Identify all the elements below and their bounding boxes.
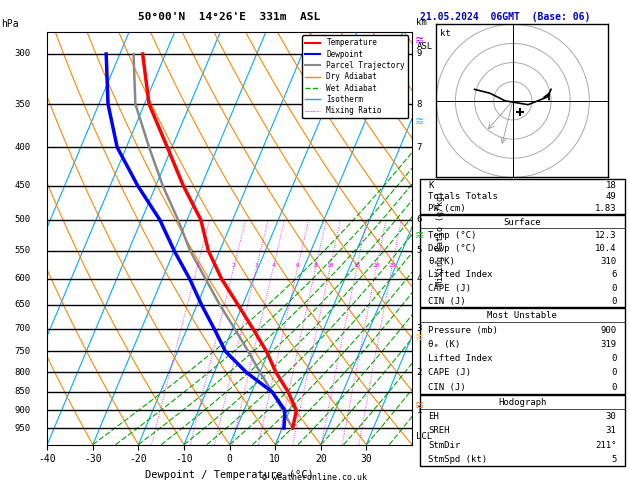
- Text: 600: 600: [14, 275, 31, 283]
- Text: 7: 7: [416, 143, 422, 152]
- Text: 10.4: 10.4: [595, 244, 616, 253]
- Text: 400: 400: [14, 143, 31, 152]
- Text: 0: 0: [611, 368, 616, 378]
- Text: Totals Totals: Totals Totals: [428, 192, 498, 201]
- Text: 2: 2: [232, 263, 235, 268]
- Text: 850: 850: [14, 387, 31, 397]
- Text: ≋: ≋: [415, 117, 425, 126]
- Text: 750: 750: [14, 347, 31, 356]
- Text: 350: 350: [14, 100, 31, 108]
- Text: 0: 0: [611, 283, 616, 293]
- Text: 1.83: 1.83: [595, 204, 616, 213]
- Text: CAPE (J): CAPE (J): [428, 368, 471, 378]
- Text: 700: 700: [14, 325, 31, 333]
- Text: ≋: ≋: [415, 401, 425, 411]
- Text: 6: 6: [296, 263, 299, 268]
- Text: SREH: SREH: [428, 426, 450, 435]
- Text: PW (cm): PW (cm): [428, 204, 466, 213]
- Text: 6: 6: [416, 215, 422, 224]
- Text: 950: 950: [14, 423, 31, 433]
- Text: Temp (°C): Temp (°C): [428, 231, 477, 240]
- Text: 450: 450: [14, 181, 31, 190]
- Text: 8: 8: [416, 100, 422, 108]
- Text: 1: 1: [195, 263, 199, 268]
- Text: 0: 0: [611, 383, 616, 392]
- Text: Most Unstable: Most Unstable: [487, 312, 557, 320]
- Text: θₑ (K): θₑ (K): [428, 340, 460, 349]
- Text: 6: 6: [611, 270, 616, 279]
- Text: km: km: [416, 18, 427, 27]
- Text: ≋: ≋: [415, 231, 425, 241]
- Text: 900: 900: [14, 406, 31, 415]
- Text: hPa: hPa: [1, 19, 19, 29]
- Text: EH: EH: [428, 412, 439, 421]
- Text: Lifted Index: Lifted Index: [428, 354, 493, 363]
- Text: 9: 9: [416, 50, 422, 58]
- Text: 49: 49: [606, 192, 616, 201]
- Text: 4: 4: [271, 263, 275, 268]
- Text: 310: 310: [600, 257, 616, 266]
- Text: kt: kt: [440, 29, 450, 38]
- Text: 5: 5: [416, 246, 422, 255]
- Text: 3: 3: [255, 263, 259, 268]
- Text: 319: 319: [600, 340, 616, 349]
- Text: 12.3: 12.3: [595, 231, 616, 240]
- Text: Pressure (mb): Pressure (mb): [428, 326, 498, 335]
- Text: 15: 15: [353, 263, 360, 268]
- Text: 50°00'N  14°26'E  331m  ASL: 50°00'N 14°26'E 331m ASL: [138, 12, 321, 22]
- Text: CIN (J): CIN (J): [428, 297, 466, 306]
- Text: 3: 3: [416, 325, 422, 333]
- Text: 2: 2: [416, 368, 422, 377]
- Text: 550: 550: [14, 246, 31, 255]
- Text: 300: 300: [14, 50, 31, 58]
- Text: 20: 20: [372, 263, 380, 268]
- Text: 8: 8: [314, 263, 318, 268]
- Text: K: K: [428, 181, 434, 190]
- Text: 5: 5: [611, 455, 616, 464]
- Text: 500: 500: [14, 215, 31, 224]
- Text: 0: 0: [611, 354, 616, 363]
- Text: © weatheronline.co.uk: © weatheronline.co.uk: [262, 473, 367, 482]
- Text: 30: 30: [606, 412, 616, 421]
- Text: 18: 18: [606, 181, 616, 190]
- Text: 800: 800: [14, 368, 31, 377]
- Text: ASL: ASL: [416, 42, 433, 51]
- Text: CIN (J): CIN (J): [428, 383, 466, 392]
- Text: StmDir: StmDir: [428, 440, 460, 450]
- Text: 900: 900: [600, 326, 616, 335]
- Text: ≋: ≋: [415, 333, 425, 343]
- Text: 10: 10: [326, 263, 333, 268]
- Text: 211°: 211°: [595, 440, 616, 450]
- Text: ≋: ≋: [415, 36, 425, 46]
- Text: Hodograph: Hodograph: [498, 398, 547, 407]
- Text: 1: 1: [416, 406, 422, 415]
- Text: StmSpd (kt): StmSpd (kt): [428, 455, 487, 464]
- Text: Surface: Surface: [504, 218, 541, 226]
- Text: Mixing Ratio (g/kg): Mixing Ratio (g/kg): [436, 191, 445, 286]
- Text: 4: 4: [416, 275, 422, 283]
- Text: θₑ(K): θₑ(K): [428, 257, 455, 266]
- X-axis label: Dewpoint / Temperature (°C): Dewpoint / Temperature (°C): [145, 470, 314, 480]
- Text: 0: 0: [611, 297, 616, 306]
- Text: 31: 31: [606, 426, 616, 435]
- Text: LCL: LCL: [416, 432, 433, 441]
- Legend: Temperature, Dewpoint, Parcel Trajectory, Dry Adiabat, Wet Adiabat, Isotherm, Mi: Temperature, Dewpoint, Parcel Trajectory…: [302, 35, 408, 118]
- Text: 650: 650: [14, 300, 31, 310]
- Text: Lifted Index: Lifted Index: [428, 270, 493, 279]
- Text: CAPE (J): CAPE (J): [428, 283, 471, 293]
- Text: 21.05.2024  06GMT  (Base: 06): 21.05.2024 06GMT (Base: 06): [420, 12, 591, 22]
- Text: 25: 25: [388, 263, 396, 268]
- Text: Dewp (°C): Dewp (°C): [428, 244, 477, 253]
